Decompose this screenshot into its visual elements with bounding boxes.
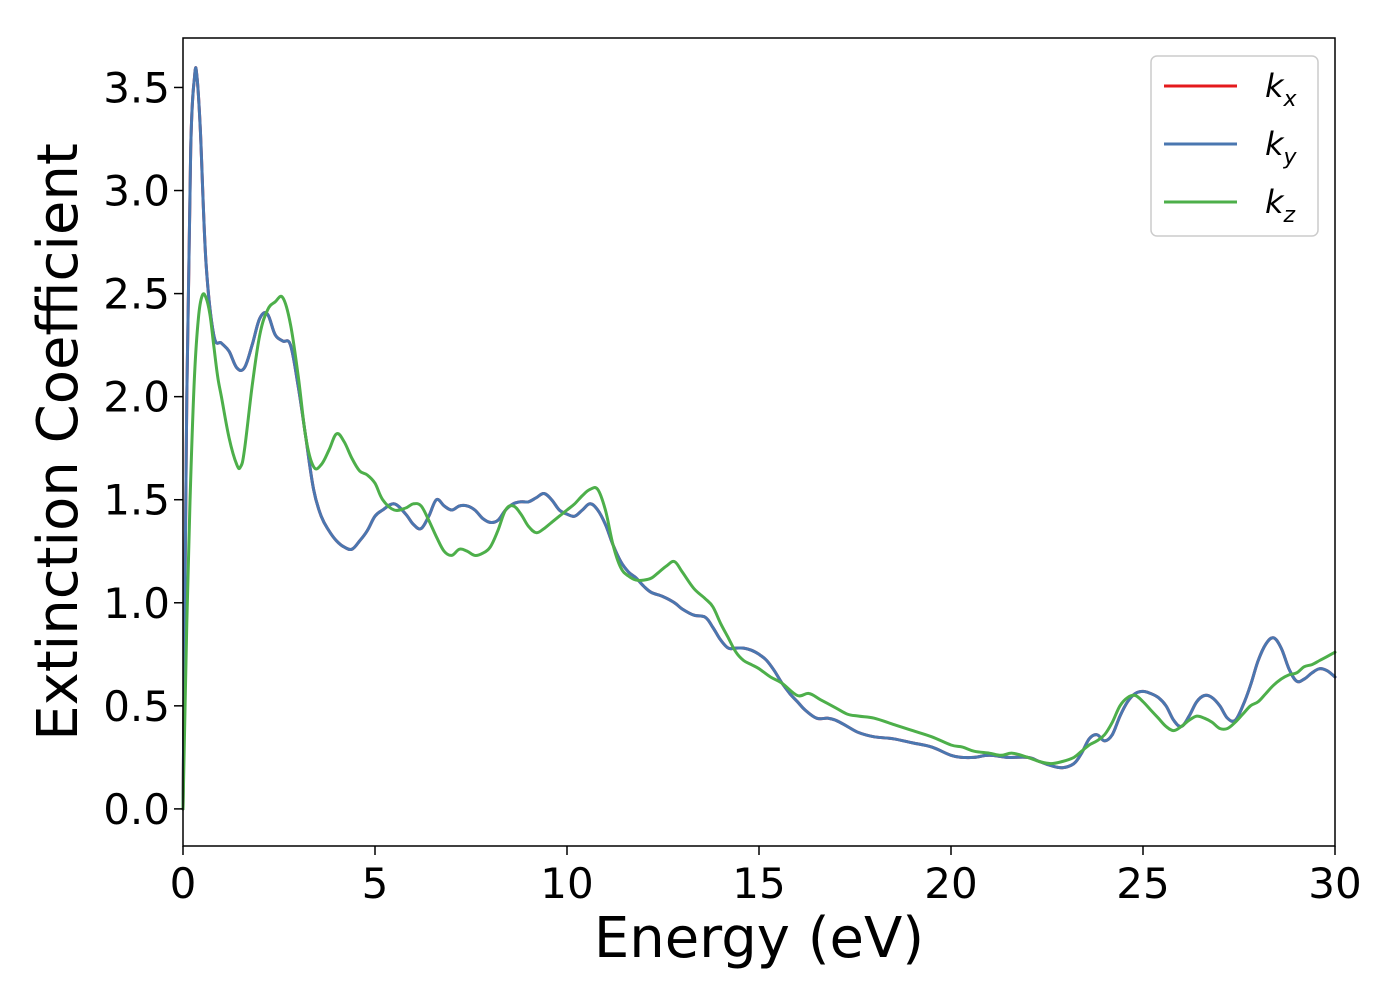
x-axis-ticks: 0 5 10 15 20 25 30 — [170, 846, 1362, 908]
y-axis-label: Extinction Coefficient — [26, 143, 91, 741]
series-line-z — [181, 292, 1337, 811]
y-axis-ticks: 0.0 0.5 1.0 1.5 2.0 2.5 3.0 3.5 — [103, 63, 183, 834]
x-tick-label: 15 — [732, 859, 785, 908]
y-tick-label: 1.0 — [103, 579, 170, 628]
y-tick-label: 3.5 — [103, 63, 170, 112]
series-line-y — [181, 66, 1337, 811]
x-axis-label: Energy (eV) — [594, 906, 924, 971]
y-tick-label: 1.5 — [103, 476, 170, 525]
x-tick-label: 0 — [170, 859, 197, 908]
y-tick-label: 3.0 — [103, 167, 170, 216]
y-tick-label: 0.0 — [103, 785, 170, 834]
y-tick-label: 2.0 — [103, 373, 170, 422]
x-tick-label: 25 — [1116, 859, 1169, 908]
x-tick-label: 10 — [540, 859, 593, 908]
y-tick-label: 0.5 — [103, 682, 170, 731]
series-layer — [181, 66, 1337, 811]
y-tick-label: 2.5 — [103, 270, 170, 319]
x-tick-label: 5 — [362, 859, 389, 908]
legend-box — [1150, 55, 1319, 237]
x-tick-label: 20 — [924, 859, 977, 908]
x-tick-label: 30 — [1308, 859, 1361, 908]
